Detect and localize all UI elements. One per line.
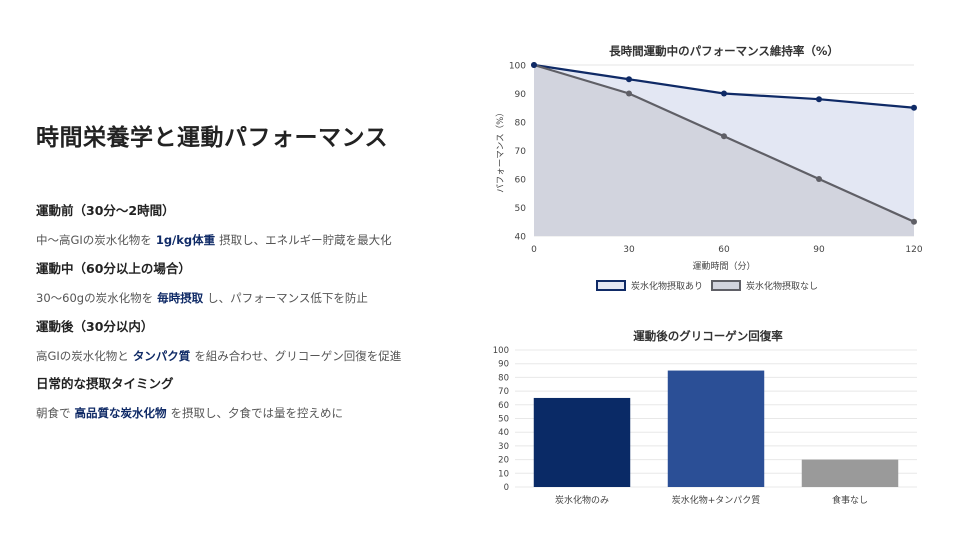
- y-tick-label: 90: [498, 360, 509, 370]
- y-tick-label: 50: [515, 204, 527, 214]
- y-tick-label: 40: [498, 428, 509, 438]
- x-tick-label: 炭水化物+タンパク質: [672, 494, 761, 506]
- y-tick-label: 70: [515, 147, 527, 157]
- section-heading: 日常的な摂取タイミング: [36, 376, 174, 391]
- text-pre: 30〜60gの炭水化物を: [36, 291, 154, 305]
- section-text: 朝食で 高品質な炭水化物 を摂取し、夕食では量を控えめに: [36, 405, 456, 421]
- text-post: を摂取し、夕食では量を控えめに: [170, 406, 344, 420]
- section-heading: 運動中（60分以上の場合）: [36, 261, 191, 276]
- section-daily-timing: 日常的な摂取タイミング 朝食で 高品質な炭水化物 を摂取し、夕食では量を控えめに: [36, 373, 456, 421]
- section-post-exercise: 運動後（30分以内） 高GIの炭水化物と タンパク質 を組み合わせ、グリコーゲン回復…: [36, 316, 456, 364]
- y-tick-label: 100: [509, 62, 526, 72]
- area-fill-with-carbs: [534, 65, 914, 236]
- series-line-with-carbs: [533, 63, 915, 109]
- y-tick-label: 50: [498, 415, 509, 425]
- x-tick-label: 0: [531, 245, 537, 255]
- legend-label: 炭水化物摂取あり: [631, 280, 703, 292]
- legend-label: 炭水化物摂取なし: [746, 280, 818, 292]
- text-pre: 中〜高GIの炭水化物を: [36, 233, 152, 247]
- highlight-text: 毎時摂取: [157, 291, 204, 305]
- data-point-with-carbs: [626, 76, 632, 83]
- y-tick-label: 80: [498, 373, 509, 383]
- y-tick-label: 20: [498, 456, 509, 466]
- y-axis-label: パフォーマンス（%）: [495, 108, 506, 192]
- x-tick-label: 炭水化物のみ: [555, 494, 609, 506]
- line-chart-title: 長時間運動中のパフォーマンス維持率（%）: [609, 44, 839, 58]
- x-tick-label: 120: [905, 245, 922, 255]
- y-tick-label: 10: [498, 469, 509, 479]
- text-pre: 高GIの炭水化物と: [36, 349, 129, 363]
- section-heading: 運動前（30分〜2時間）: [36, 203, 175, 218]
- text-pre: 朝食で: [36, 406, 71, 420]
- x-tick-label: 30: [623, 245, 635, 255]
- bar: [801, 459, 899, 487]
- y-tick-label: 70: [498, 387, 509, 397]
- y-tick-label: 60: [515, 176, 527, 186]
- text-post: 摂取し、エネルギー貯蔵を最大化: [219, 233, 392, 247]
- section-during-exercise: 運動中（60分以上の場合） 30〜60gの炭水化物を 毎時摂取 し、パフォーマンス低…: [36, 258, 456, 306]
- y-tick-label: 90: [515, 90, 527, 100]
- y-tick-label: 100: [493, 346, 509, 356]
- highlight-text: タンパク質: [132, 349, 191, 363]
- data-point-without-carbs: [816, 176, 822, 182]
- legend-swatch: [596, 280, 626, 291]
- data-point-without-carbs: [531, 62, 537, 68]
- slide-title: 時間栄養学と運動パフォーマンス: [36, 125, 389, 151]
- section-text: 30〜60gの炭水化物を 毎時摂取 し、パフォーマンス低下を防止: [36, 290, 456, 306]
- highlight-text: 高品質な炭水化物: [74, 406, 167, 420]
- legend-swatch: [711, 280, 741, 291]
- x-tick-label: 食事なし: [832, 494, 868, 506]
- section-pre-exercise: 運動前（30分〜2時間） 中〜高GIの炭水化物を 1g/kg体重 摂取し、エネルギー…: [36, 200, 456, 248]
- bar: [667, 370, 765, 487]
- data-point-without-carbs: [626, 90, 632, 97]
- text-post: を組み合わせ、グリコーゲン回復を促進: [194, 349, 402, 363]
- area-fill-without-carbs: [534, 65, 914, 236]
- y-tick-label: 80: [515, 119, 527, 129]
- data-point-with-carbs: [816, 96, 822, 103]
- x-tick-label: 60: [718, 245, 730, 255]
- highlight-text: 1g/kg体重: [155, 233, 216, 247]
- y-tick-label: 60: [498, 401, 509, 411]
- data-point-with-carbs: [531, 62, 537, 68]
- text-post: し、パフォーマンス低下を防止: [207, 291, 368, 305]
- data-point-with-carbs: [911, 104, 917, 111]
- data-point-without-carbs: [911, 218, 917, 225]
- y-tick-label: 40: [515, 233, 527, 243]
- x-axis-label: 運動時間（分）: [692, 261, 755, 272]
- x-tick-label: 90: [813, 245, 825, 255]
- section-text: 中〜高GIの炭水化物を 1g/kg体重 摂取し、エネルギー貯蔵を最大化: [36, 232, 456, 248]
- bar: [533, 397, 631, 487]
- bar-chart-title: 運動後のグリコーゲン回復率: [633, 329, 783, 343]
- series-line-without-carbs: [533, 63, 915, 223]
- y-tick-label: 0: [504, 483, 509, 493]
- section-heading: 運動後（30分以内）: [36, 319, 154, 334]
- data-point-without-carbs: [721, 133, 727, 140]
- section-text: 高GIの炭水化物と タンパク質 を組み合わせ、グリコーゲン回復を促進: [36, 348, 456, 364]
- data-point-with-carbs: [721, 90, 727, 97]
- y-tick-label: 30: [498, 442, 509, 452]
